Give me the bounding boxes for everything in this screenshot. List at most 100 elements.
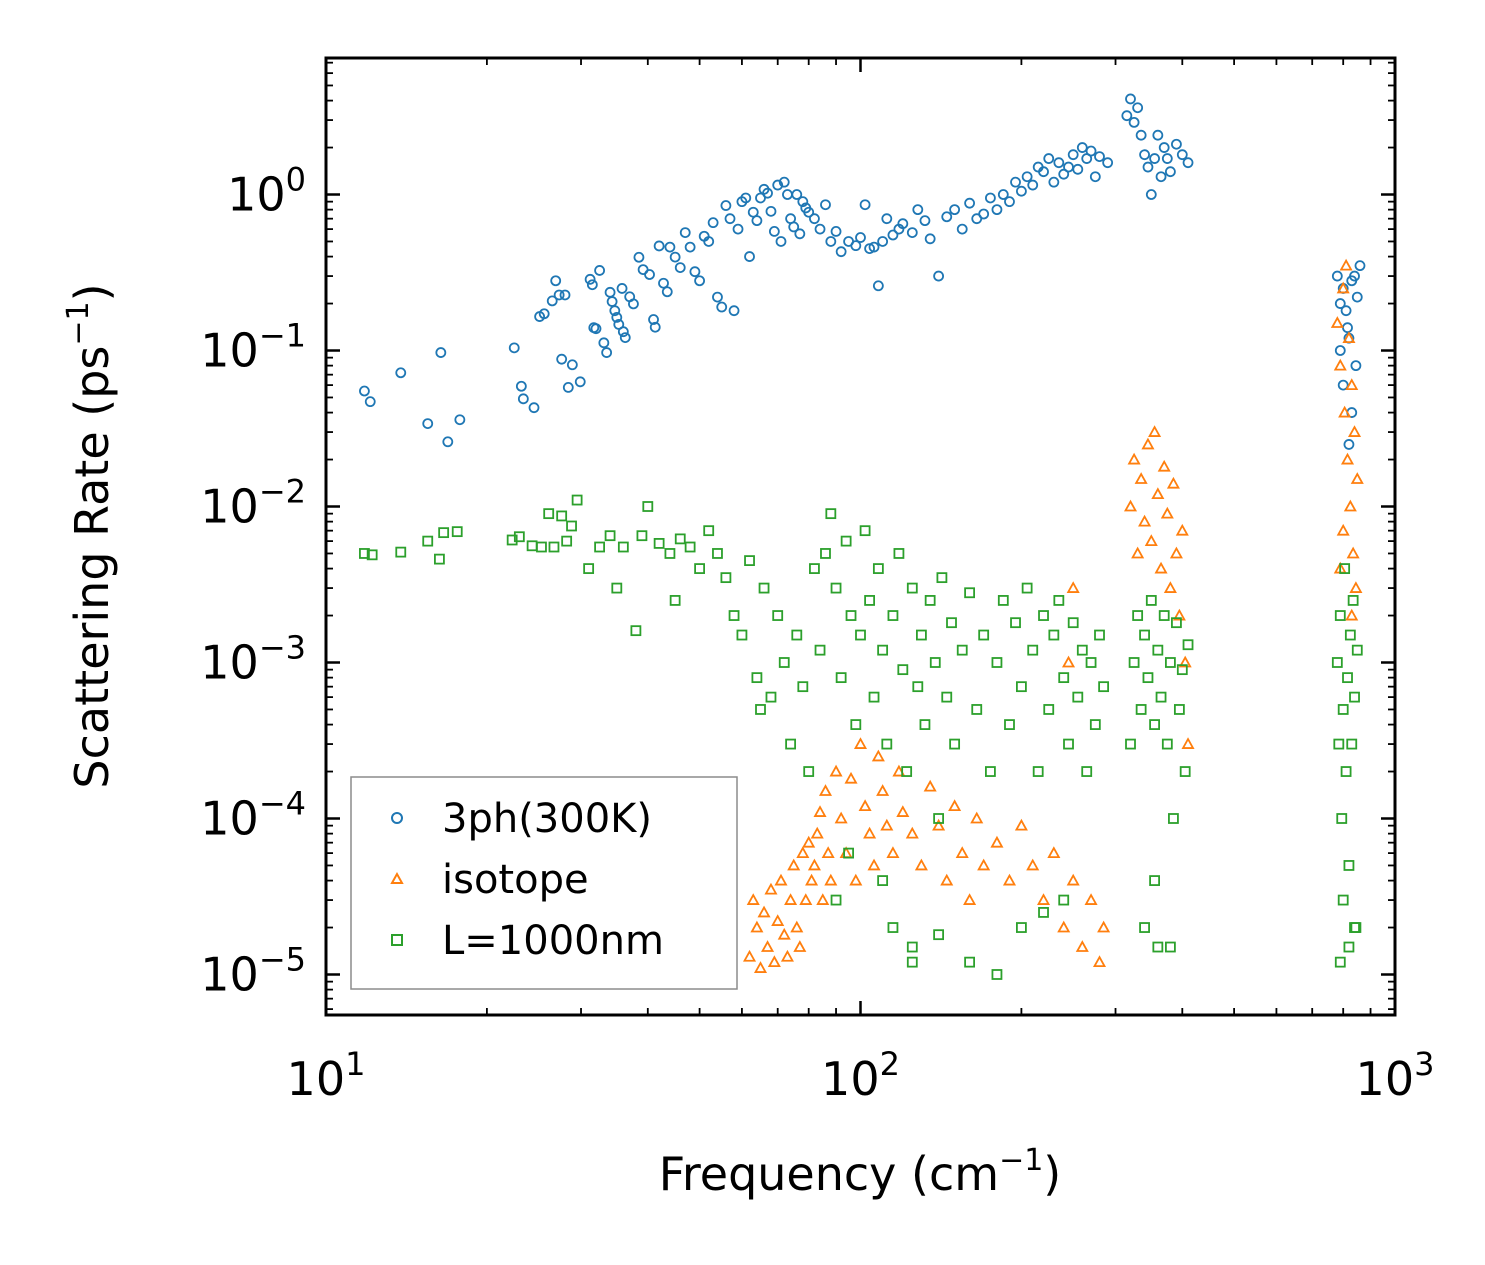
data-point	[1176, 664, 1188, 676]
data-point	[1048, 176, 1060, 188]
data-point	[609, 305, 621, 317]
data-point	[1331, 657, 1343, 668]
data-point	[887, 610, 899, 621]
legend-label-isotope: isotope	[442, 857, 589, 903]
data-point	[648, 314, 659, 325]
data-point	[761, 940, 775, 952]
data-point	[604, 530, 616, 542]
legend-marker-triangle	[390, 871, 404, 884]
data-point	[1092, 955, 1107, 968]
data-point	[1097, 920, 1111, 933]
data-point	[1132, 610, 1144, 621]
data-point	[1336, 523, 1350, 536]
data-point	[845, 610, 857, 621]
y-axis-title: Scattering Rate (ps−1)	[61, 283, 119, 788]
data-point	[658, 277, 669, 289]
data-point	[1002, 873, 1017, 886]
data-point	[553, 289, 565, 301]
data-point	[1157, 459, 1171, 472]
data-point	[797, 681, 809, 693]
data-point	[1173, 704, 1185, 715]
y-tick-labels: 100 10−1 10−2 10−3 10−4 10−5	[200, 161, 306, 1002]
data-point	[796, 846, 810, 859]
data-point	[835, 672, 847, 684]
data-point	[1351, 644, 1363, 656]
legend-item-isotope: isotope	[390, 857, 589, 903]
data-point	[1076, 644, 1088, 656]
data-point	[1160, 506, 1174, 519]
data-point	[1047, 846, 1061, 859]
data-point	[757, 905, 771, 918]
data-point	[825, 508, 837, 520]
data-point	[1094, 151, 1105, 162]
data-point	[1149, 875, 1160, 886]
data-point	[1349, 922, 1360, 933]
data-point	[880, 818, 894, 831]
data-point	[1132, 102, 1144, 114]
data-point	[1345, 378, 1359, 391]
data-point	[744, 555, 755, 567]
data-point	[1152, 129, 1164, 141]
data-point	[1032, 766, 1044, 777]
data-point	[1135, 129, 1147, 141]
data-point	[853, 737, 868, 749]
data-point	[814, 223, 826, 235]
data-point	[784, 893, 798, 905]
data-point	[978, 208, 990, 220]
data-point	[778, 657, 790, 668]
data-point	[598, 337, 610, 349]
data-point	[1144, 534, 1158, 547]
data-point	[1141, 437, 1155, 450]
legend-marker-circle	[391, 812, 403, 824]
data-point	[765, 205, 777, 217]
data-point	[1169, 546, 1183, 559]
data-point	[1334, 610, 1346, 621]
data-point	[586, 279, 598, 291]
data-point	[971, 704, 983, 715]
data-point	[1164, 657, 1176, 668]
data-point	[1349, 691, 1360, 703]
data-point	[897, 218, 909, 230]
data-point	[807, 858, 821, 871]
data-point	[1336, 813, 1348, 824]
plot-frame	[324, 56, 1397, 1017]
data-point	[978, 629, 990, 641]
data-point	[1063, 738, 1074, 750]
data-point	[932, 818, 946, 831]
data-point	[1181, 737, 1195, 749]
data-point	[720, 572, 732, 584]
data-point	[906, 941, 918, 953]
data-point	[1338, 405, 1352, 418]
data-point	[720, 200, 732, 211]
data-point	[820, 199, 831, 211]
data-point	[887, 229, 899, 241]
y-tick-label: 10−4	[200, 784, 306, 845]
legend-label-l1000nm: L=1000nm	[442, 918, 664, 964]
data-point	[1161, 738, 1173, 750]
data-point	[1333, 358, 1347, 371]
data-point	[914, 858, 928, 871]
data-point	[561, 535, 573, 547]
data-point	[780, 949, 794, 962]
data-point	[1151, 487, 1165, 500]
data-point	[1004, 196, 1015, 208]
data-point	[788, 221, 800, 233]
data-point	[897, 664, 909, 676]
data-point	[674, 533, 686, 545]
data-point	[653, 240, 665, 252]
data-point	[1158, 610, 1170, 621]
data-point	[802, 835, 816, 848]
data-point	[790, 920, 804, 933]
data-point	[805, 873, 819, 886]
data-point	[1343, 439, 1355, 450]
legend-item-l1000nm: L=1000nm	[391, 918, 664, 964]
data-point	[674, 262, 686, 273]
data-point	[751, 215, 763, 227]
data-point	[1123, 499, 1138, 512]
data-point	[712, 291, 723, 303]
data-point	[1337, 379, 1349, 391]
data-point	[422, 535, 434, 547]
data-point	[1057, 920, 1071, 933]
data-point	[1016, 681, 1027, 693]
series-2	[359, 494, 1363, 980]
